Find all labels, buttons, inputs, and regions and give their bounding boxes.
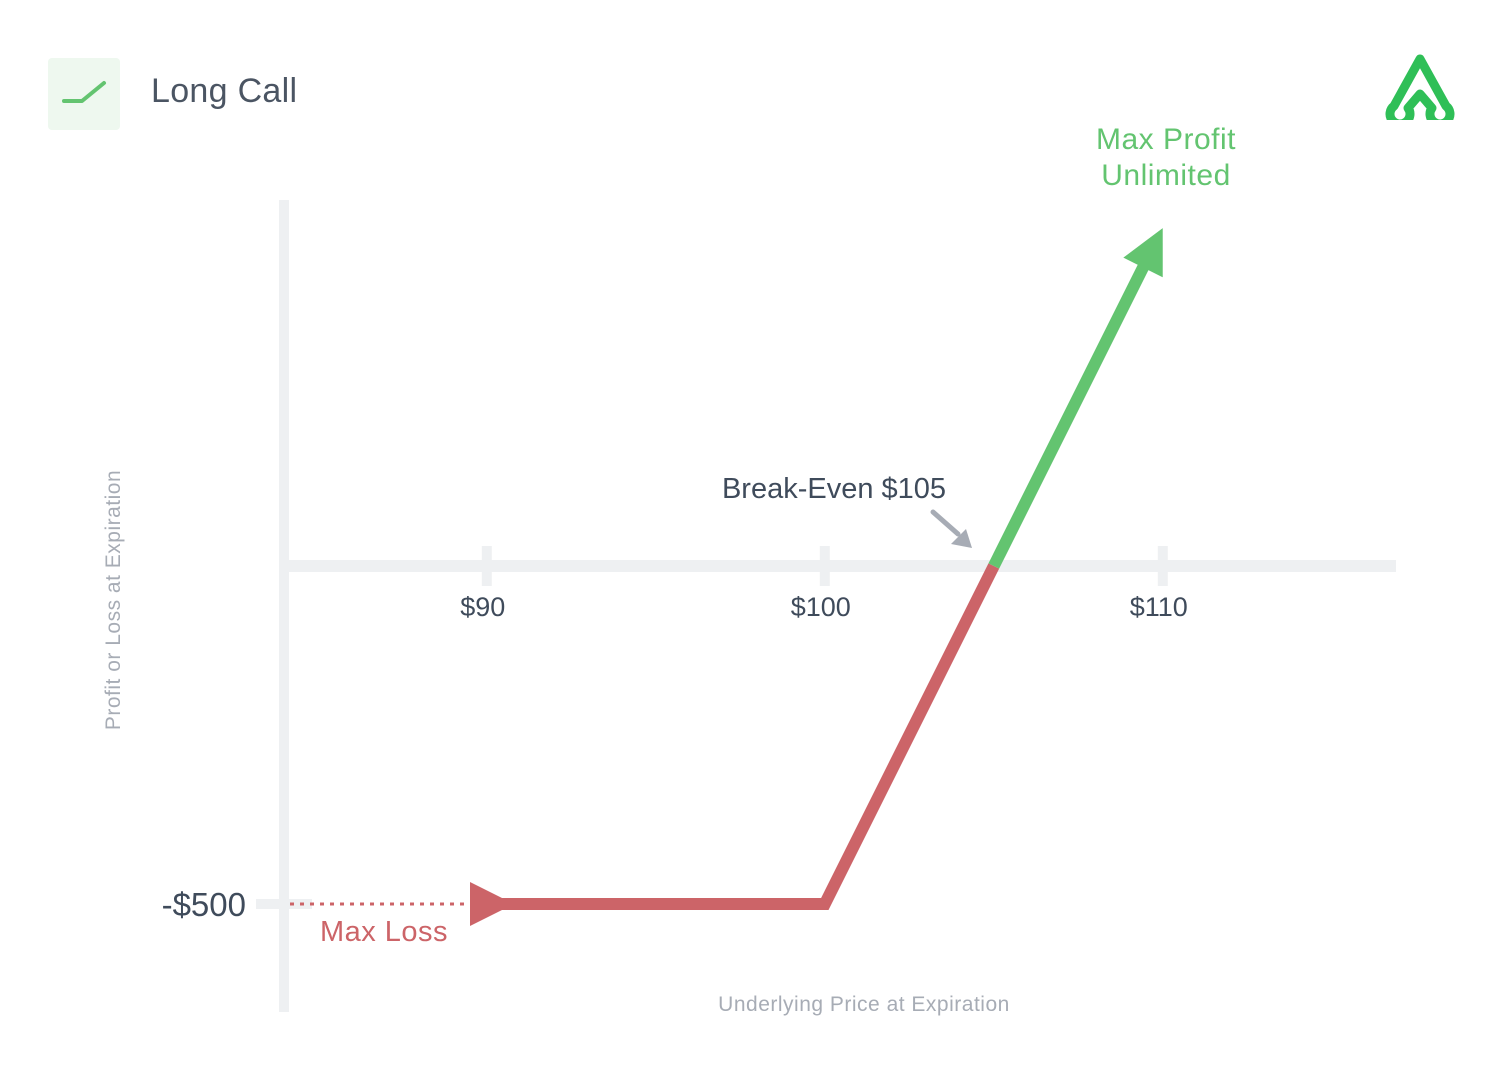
- break-even-label: Break-Even $105: [722, 473, 946, 505]
- break-even-pointer-arrowhead: [951, 529, 972, 548]
- x-tick-label: $110: [1130, 592, 1188, 622]
- max-profit-value-label: Unlimited: [1101, 159, 1231, 192]
- loss-segment-line: [470, 563, 1000, 926]
- brand-logo-icon: [1385, 54, 1455, 120]
- long-call-payoff-icon: [62, 81, 106, 103]
- max-loss-label: Max Loss: [320, 916, 448, 948]
- x-axis-label: Underlying Price at Expiration: [718, 993, 1010, 1016]
- page-title: Long Call: [151, 72, 298, 110]
- profit-segment-line: [988, 228, 1163, 569]
- break-even-pointer-arrow: [930, 509, 961, 537]
- x-tick-label: $90: [460, 592, 505, 622]
- y-axis-label: Profit or Loss at Expiration: [102, 470, 125, 730]
- header-icon-box: [48, 58, 120, 130]
- x-tick-label: $100: [791, 592, 851, 622]
- y-tick-label: -$500: [162, 886, 246, 923]
- max-profit-label: Max Profit: [1096, 123, 1236, 156]
